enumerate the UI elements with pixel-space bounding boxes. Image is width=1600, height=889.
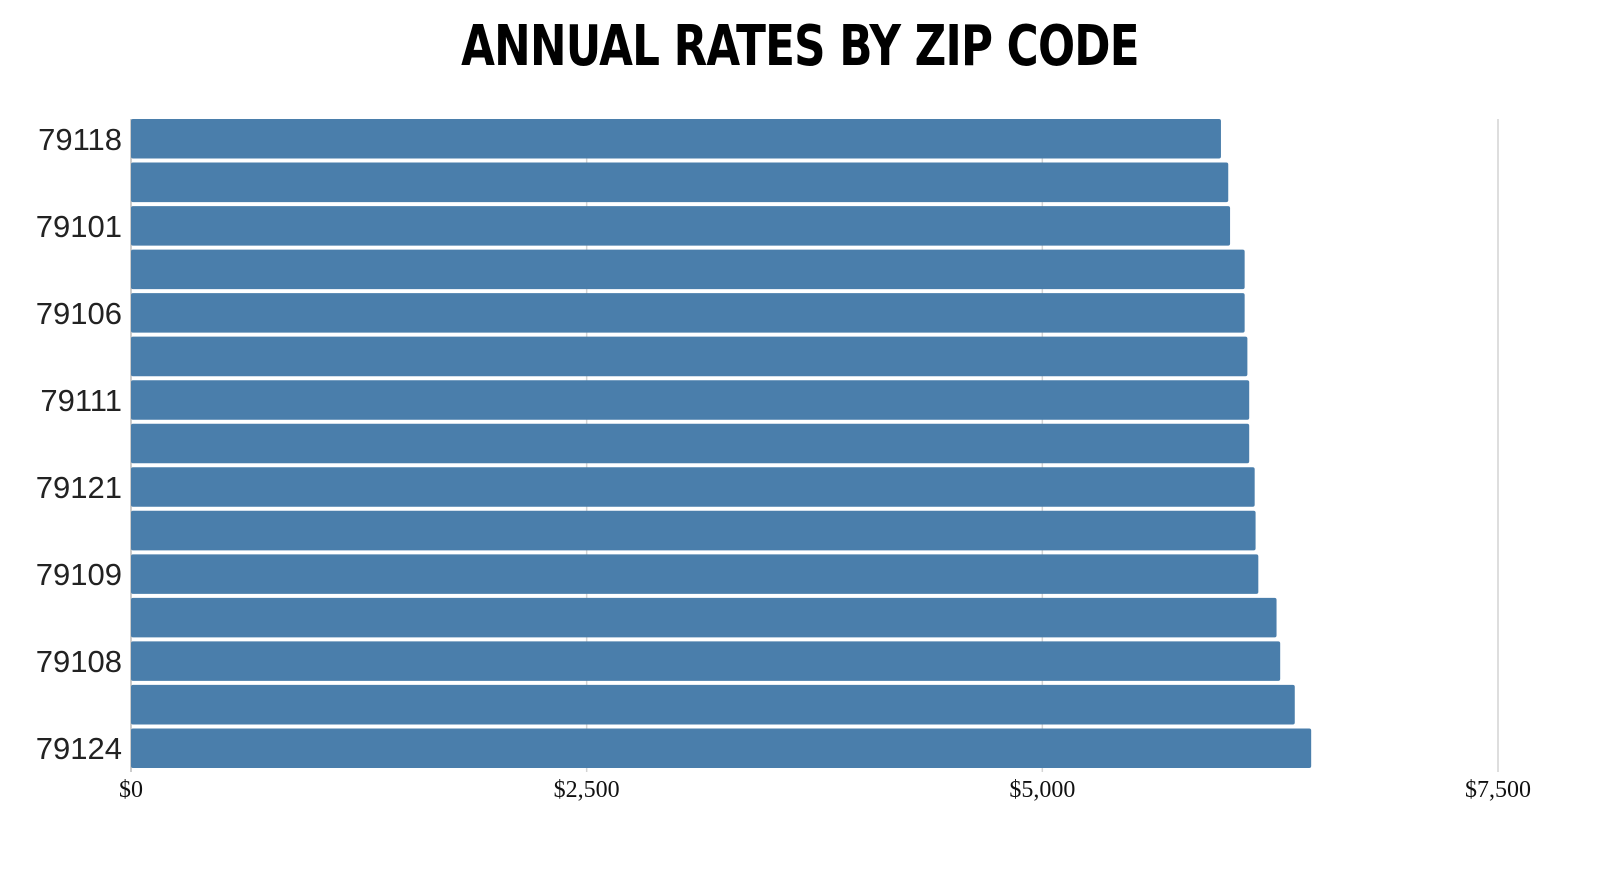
x-tick-label: $7,500 xyxy=(1465,777,1531,803)
y-category-label: 79111 xyxy=(40,383,122,418)
bar xyxy=(131,554,1259,594)
x-tick-label: $5,000 xyxy=(1009,777,1075,803)
bars xyxy=(131,119,1312,768)
y-axis-labels: 79118 79101 79106 79111 79121 79109 79108 79124 xyxy=(36,122,122,766)
bar xyxy=(131,597,1277,638)
y-category-label: 79121 xyxy=(36,470,122,505)
x-tick-label: $0 xyxy=(119,777,143,803)
y-category-label: 79106 xyxy=(36,296,122,331)
bar xyxy=(131,162,1229,203)
bar xyxy=(131,336,1248,377)
y-category-label: 79108 xyxy=(36,644,122,679)
bar xyxy=(131,249,1245,290)
bar xyxy=(131,206,1231,246)
bar xyxy=(131,423,1250,464)
y-category-label: 79118 xyxy=(38,122,122,157)
bar xyxy=(131,293,1245,333)
bar xyxy=(131,119,1221,159)
bar xyxy=(131,684,1295,725)
bar xyxy=(131,467,1255,507)
bar xyxy=(131,641,1281,681)
x-axis-labels: $0 $2,500 $5,000 $7,500 xyxy=(119,777,1531,803)
y-category-label: 79124 xyxy=(36,731,122,766)
y-category-label: 79109 xyxy=(36,557,122,592)
bar xyxy=(131,510,1256,551)
x-tick-label: $2,500 xyxy=(554,777,620,803)
bar xyxy=(131,728,1312,768)
chart-title: ANNUAL RATES BY ZIP CODE xyxy=(461,14,1139,79)
bar xyxy=(131,380,1250,420)
y-category-label: 79101 xyxy=(36,209,122,244)
